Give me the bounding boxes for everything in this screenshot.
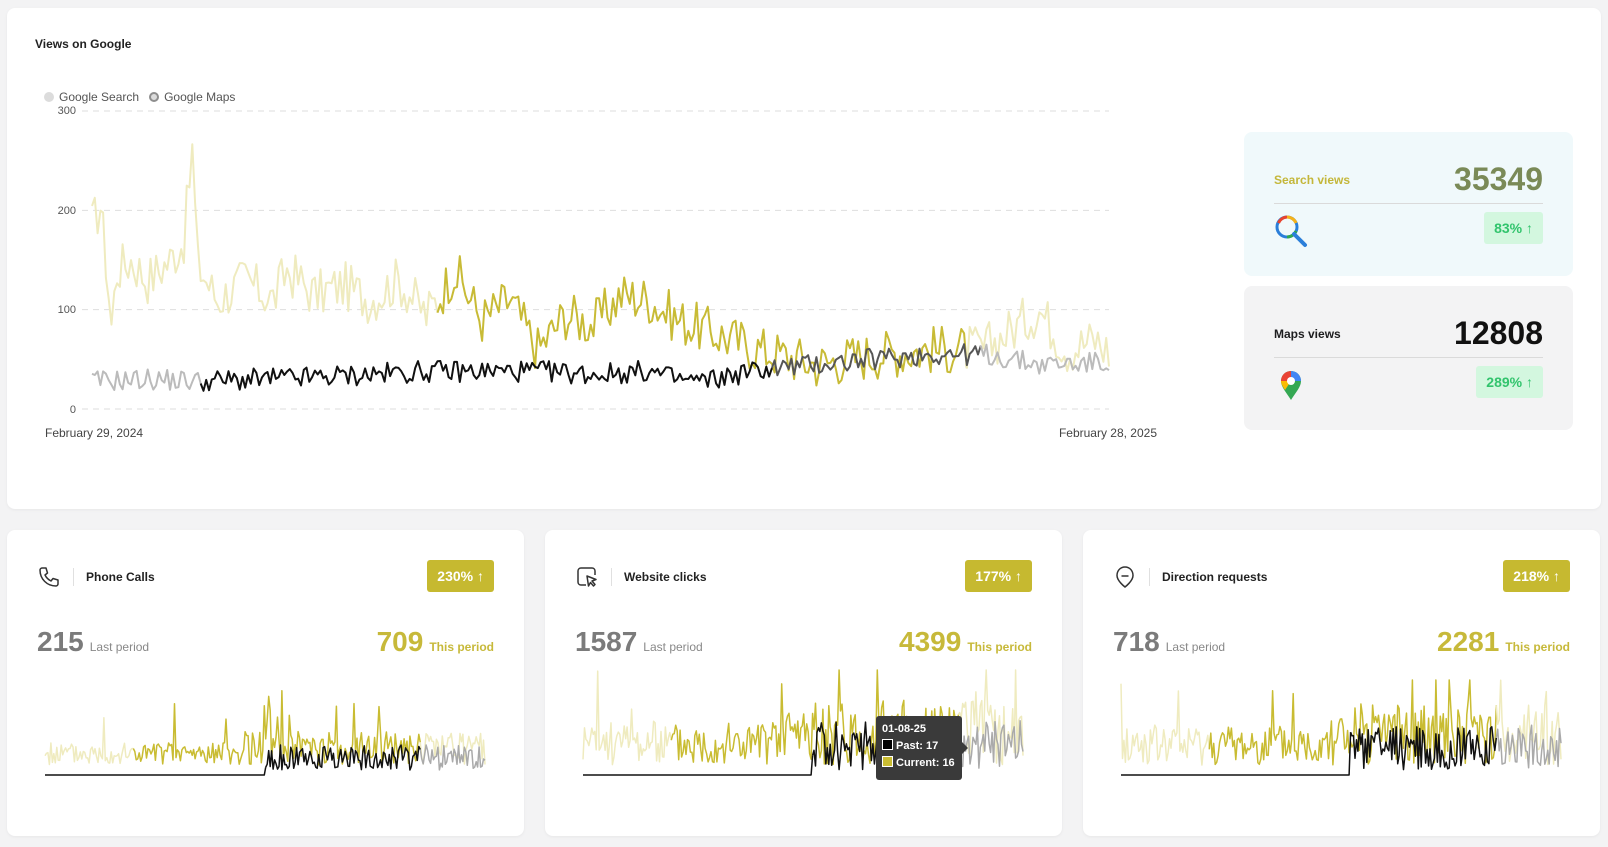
chart-tooltip: 01-08-25 Past: 17 Current: 16	[876, 716, 968, 780]
divider	[1149, 568, 1150, 586]
last-period-value: 215	[37, 626, 84, 657]
last-period-label: Last period	[1165, 640, 1226, 654]
maps-series-line	[199, 360, 773, 392]
past-period-line	[419, 744, 486, 771]
tooltip-past-text: Past: 17	[896, 740, 939, 752]
growth-badge: 230% ↑	[427, 560, 494, 592]
past-period-line	[957, 720, 1024, 769]
views-line-chart[interactable]: 300 200 100 0 February 29, 2024 February…	[7, 8, 1207, 468]
this-period-label: This period	[429, 640, 494, 654]
this-period-value: 709	[376, 626, 424, 657]
current-period-line	[419, 732, 486, 765]
x-start-label: February 29, 2024	[45, 426, 143, 440]
card-title: Phone Calls	[86, 570, 155, 584]
current-period-line	[44, 717, 134, 766]
legend-google-maps[interactable]: Google Maps	[149, 90, 235, 104]
tooltip-current-text: Current: 16	[896, 757, 955, 769]
current-swatch-icon	[882, 756, 893, 767]
tooltip-date: 01-08-25	[882, 723, 927, 735]
past-period-line	[1495, 724, 1562, 769]
direction-icon	[1113, 565, 1137, 594]
current-period-line	[1120, 683, 1211, 766]
magnifier-icon	[1274, 214, 1308, 253]
past-period-line	[583, 755, 814, 776]
this-period-label: This period	[1505, 640, 1570, 654]
past-period-line	[1121, 732, 1352, 776]
tooltip-past: Past: 17	[882, 738, 956, 755]
phone-calls-sparkline[interactable]	[7, 530, 524, 836]
past-period-line	[265, 744, 421, 771]
last-period-value: 718	[1113, 626, 1160, 657]
y-tick-label: 0	[70, 404, 76, 416]
card-title: Views on Google	[35, 37, 132, 51]
divider	[1274, 203, 1543, 204]
this-period-value: 4399	[899, 626, 962, 657]
maps-views-box: Maps views 12808 289% ↑	[1244, 286, 1573, 430]
search-views-value: 35349	[1454, 161, 1543, 197]
growth-badge: 177% ↑	[965, 560, 1032, 592]
maps-views-value: 12808	[1454, 315, 1543, 351]
phone-icon	[37, 565, 61, 594]
search-series-line	[436, 255, 968, 387]
search-growth-badge: 83% ↑	[1484, 212, 1543, 244]
last-period-label: Last period	[643, 640, 703, 654]
growth-badge: 218% ↑	[1503, 560, 1570, 592]
views-on-google-card: Views on Google Google Search Google Map…	[7, 8, 1601, 509]
phone-calls-card: Phone Calls 230% ↑ 215 Last period 709 Thi…	[7, 530, 524, 836]
direction-requests-card: Direction requests 218% ↑ 718 Last period…	[1083, 530, 1600, 836]
search-series-line	[91, 143, 439, 327]
stat-label: Maps views	[1274, 327, 1341, 341]
maps-pin-icon	[1274, 368, 1308, 407]
this-period-stat: 4399 This period	[899, 626, 1032, 658]
divider	[1274, 357, 1543, 358]
chart-legend: Google Search Google Maps	[44, 90, 235, 104]
current-period-line	[1208, 679, 1498, 766]
y-tick-label: 100	[58, 304, 76, 316]
this-period-value: 2281	[1437, 626, 1500, 657]
past-period-line	[1349, 726, 1498, 771]
website-clicks-sparkline[interactable]	[545, 530, 1062, 836]
search-views-box: Search views 35349 83% ↑	[1244, 132, 1573, 276]
past-swatch-icon	[882, 739, 893, 750]
legend-google-search[interactable]: Google Search	[44, 90, 139, 104]
last-period-stat: 718 Last period	[1113, 626, 1225, 658]
card-title: Direction requests	[1162, 570, 1268, 584]
x-end-label: February 28, 2025	[1059, 426, 1157, 440]
search-series-line	[965, 297, 1110, 373]
this-period-stat: 709 This period	[377, 626, 494, 658]
last-period-label: Last period	[89, 640, 150, 654]
y-tick-label: 300	[58, 105, 76, 117]
current-period-line	[132, 689, 422, 766]
maps-growth-badge: 289% ↑	[1476, 366, 1543, 398]
maps-series-line	[770, 343, 982, 377]
divider	[73, 568, 74, 586]
y-tick-label: 200	[58, 205, 76, 217]
cursor-click-icon	[575, 565, 599, 594]
tooltip-current: Current: 16	[882, 755, 956, 772]
this-period-label: This period	[967, 640, 1032, 654]
maps-series-line	[91, 368, 202, 391]
last-period-value: 1587	[575, 626, 638, 657]
this-period-stat: 2281 This period	[1437, 626, 1570, 658]
legend-label: Google Maps	[164, 90, 236, 104]
last-period-stat: 215 Last period	[37, 626, 149, 658]
divider	[611, 568, 612, 586]
maps-series-line	[979, 343, 1110, 375]
past-period-line	[45, 767, 267, 776]
legend-label: Google Search	[59, 90, 140, 104]
last-period-stat: 1587 Last period	[575, 626, 703, 658]
legend-dot-icon	[149, 92, 160, 102]
current-period-line	[582, 670, 673, 766]
card-title: Website clicks	[624, 570, 707, 584]
legend-dot-icon	[44, 92, 54, 102]
website-clicks-card: Website clicks 177% ↑ 1587 Last period 43…	[545, 530, 1062, 836]
stat-label: Search views	[1274, 173, 1351, 187]
direction-requests-sparkline[interactable]	[1083, 530, 1600, 836]
